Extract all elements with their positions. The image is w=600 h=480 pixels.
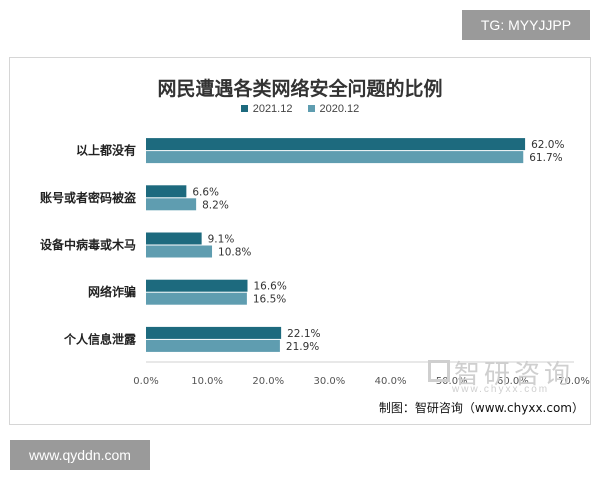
legend-swatch-2021 [240, 105, 248, 112]
data-label: 6.6% [192, 186, 219, 198]
x-tick-label: 10.0% [191, 376, 223, 387]
data-label: 16.5% [253, 294, 286, 306]
category-label: 以上都没有 [76, 143, 136, 158]
x-tick-label: 20.0% [252, 376, 284, 387]
watermark-text: 智研咨询 [454, 360, 575, 390]
bar-2021-12 [146, 279, 248, 292]
bar-2021-12 [146, 138, 526, 151]
data-label: 16.6% [253, 281, 286, 293]
data-label: 61.7% [529, 152, 562, 164]
chart-legend: 2021.12 2020.12 [0, 103, 600, 115]
bar-2021-12 [146, 326, 282, 339]
x-tick-label: 60.0% [497, 376, 529, 387]
bottom-watermark-tag: www.qyddn.com [10, 440, 150, 470]
bar-2020-12 [146, 292, 247, 305]
top-watermark-tag: TG: MYYJJPP [462, 10, 590, 40]
legend-label-2021: 2021.12 [252, 103, 293, 115]
x-tick-label: 40.0% [375, 376, 407, 387]
source-note: 制图：智研咨询（www.chyxx.com） [378, 401, 584, 415]
x-tick-label: 30.0% [314, 376, 346, 387]
legend-item-2020: 2020.12 [307, 103, 360, 115]
bar-2020-12 [146, 339, 280, 352]
bar-2020-12 [146, 198, 197, 211]
category-label: 设备中病毒或木马 [40, 237, 136, 252]
legend-label-2020: 2020.12 [319, 103, 360, 115]
category-label: 个人信息泄露 [63, 331, 137, 346]
bar-2020-12 [146, 245, 213, 258]
bar-2020-12 [146, 151, 524, 164]
x-tick-label: 70.0% [558, 376, 590, 387]
data-label: 21.9% [286, 341, 319, 353]
x-tick-label: 0.0% [133, 376, 158, 387]
watermark-logo-icon [428, 360, 450, 382]
data-label: 10.8% [218, 247, 251, 259]
data-label: 62.0% [531, 139, 564, 151]
chart-frame [9, 57, 591, 425]
bar-2021-12 [146, 232, 202, 245]
legend-swatch-2020 [307, 105, 315, 112]
x-tick-label: 50.0% [436, 376, 468, 387]
legend-item-2021: 2021.12 [240, 103, 293, 115]
watermark-url: www.chyxx.com [452, 384, 550, 395]
bar-2021-12 [146, 185, 187, 198]
chart-title: 网民遭遇各类网络安全问题的比例 [157, 78, 443, 100]
category-label: 网络诈骗 [88, 284, 136, 299]
category-label: 账号或者密码被盗 [40, 190, 136, 205]
data-label: 9.1% [208, 234, 235, 246]
data-label: 22.1% [287, 328, 320, 340]
data-label: 8.2% [202, 199, 229, 211]
